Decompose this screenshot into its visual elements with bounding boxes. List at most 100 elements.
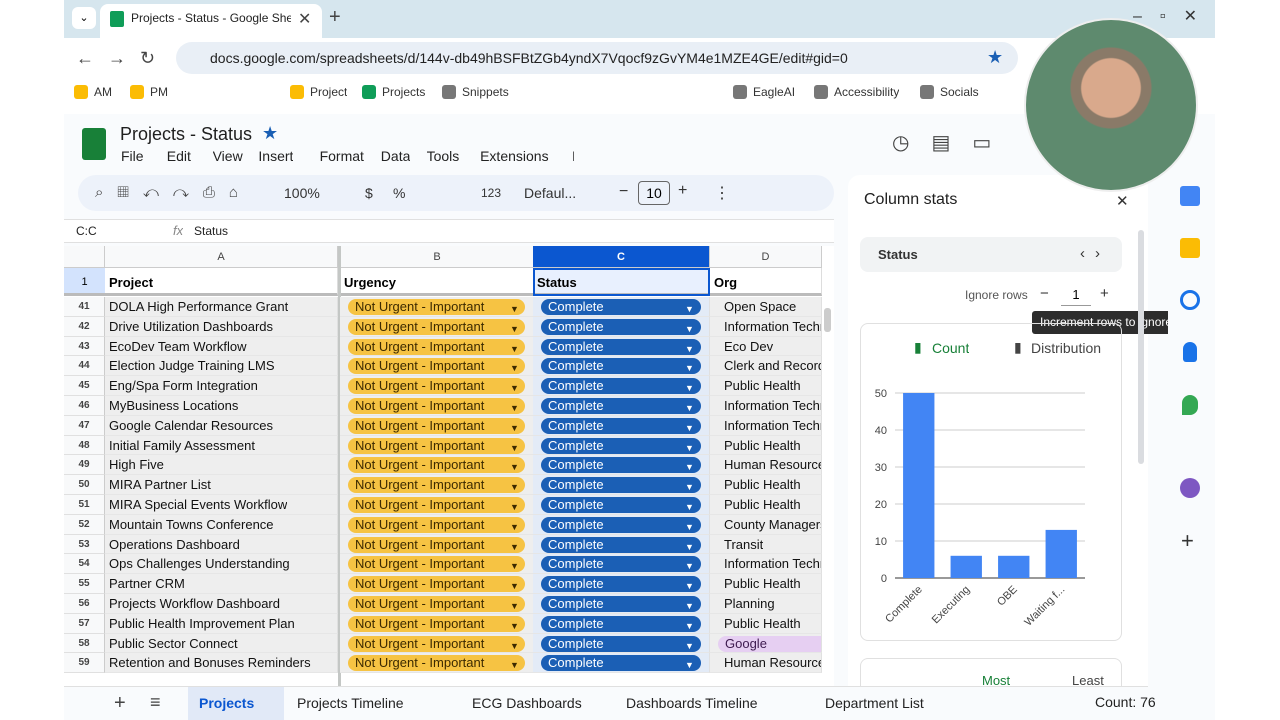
cell[interactable]: Not Urgent - Important ▼ [340,554,535,575]
sheet-tab[interactable]: Projects Timeline [297,695,404,711]
new-tab[interactable]: + [329,6,341,28]
ignore-rows-input[interactable]: 1 [1061,284,1091,306]
most-tab[interactable]: Most [982,673,1011,688]
cell[interactable]: Not Urgent - Important ▼ [340,653,535,674]
chip-dropdown[interactable]: ▼ [510,581,519,592]
chip-dropdown[interactable]: ▼ [510,462,519,473]
cell[interactable]: Not Urgent - Important ▼ [340,376,535,396]
all-sheets[interactable]: ≡ [150,692,161,712]
chip-dropdown[interactable]: ▼ [510,363,519,374]
cell[interactable]: Complete ▼ [533,613,710,634]
row-number[interactable]: 47 [64,415,105,436]
address-bar[interactable] [176,42,1018,74]
menu-item[interactable]: Format [319,148,364,164]
row-number[interactable]: 44 [64,356,105,377]
sheet-tab[interactable]: Dashboards Timeline [626,695,758,711]
chip-dropdown[interactable]: ▼ [510,601,519,611]
status-chip[interactable]: Complete [541,318,701,335]
cell[interactable]: Google Calendar Resources [105,415,338,436]
window-controls[interactable]: –▫✕ [1133,8,1215,25]
cell[interactable]: Not Urgent - Important ▼ [340,613,535,634]
increment[interactable]: + [1100,285,1109,302]
cell[interactable]: Complete ▼ [533,415,710,436]
status-chip[interactable]: Complete [541,655,701,672]
menu-item[interactable]: File [121,148,144,164]
cell[interactable]: Google [710,633,822,654]
urgency-chip[interactable]: Not Urgent - Important [348,655,525,672]
close-tab[interactable]: ✕ [298,11,312,28]
cell[interactable]: County Managers [710,514,822,535]
chip-dropdown[interactable]: ▼ [685,502,694,512]
toolbar-icons[interactable]: ⌕▦↶↷⎙⌂ [95,184,252,201]
chip-dropdown[interactable]: ▼ [685,482,694,493]
cell[interactable]: Not Urgent - Important ▼ [340,514,535,535]
urgency-chip[interactable]: Not Urgent - Important [348,338,525,355]
row-number[interactable]: 42 [64,316,105,337]
cell[interactable]: Not Urgent - Important ▼ [340,435,535,456]
status-chip[interactable]: Complete [541,457,701,474]
browser-tab[interactable] [100,4,322,38]
row-number[interactable]: 41 [64,297,105,317]
chip-dropdown[interactable]: ▼ [685,462,694,473]
urgency-chip[interactable]: Not Urgent - Important [348,318,525,335]
chip-dropdown[interactable]: ▼ [510,541,519,552]
cell[interactable]: Complete ▼ [533,534,710,555]
org-chip[interactable]: Google [718,635,821,652]
font-size[interactable]: 10 [638,181,670,205]
chip-dropdown[interactable]: ▼ [510,521,519,532]
cell[interactable]: Clerk and Record [710,356,822,377]
cell[interactable]: Human Resource [710,653,822,674]
cell[interactable]: Not Urgent - Important ▼ [340,316,535,337]
cell[interactable]: Complete ▼ [533,653,710,674]
count-tab[interactable]: Count [932,340,970,356]
cell[interactable]: Public Health [710,495,822,515]
cell[interactable]: Mountain Towns Conference [105,514,338,535]
increase-font[interactable]: + [678,182,688,199]
cell[interactable]: Complete ▼ [533,514,710,535]
urgency-chip[interactable]: Not Urgent - Important [348,576,525,593]
bookmark[interactable]: Socials [940,85,979,99]
row-number[interactable]: 55 [64,574,105,594]
column-header[interactable]: D [710,246,822,268]
status-chip[interactable]: Complete [541,615,701,632]
cell[interactable]: Public Health [710,574,822,594]
add-sheet[interactable]: + [114,692,126,714]
percent-format[interactable]: % [393,185,406,201]
bookmark-star[interactable]: ★ [987,47,1004,67]
header-cell[interactable]: Status [533,268,710,296]
cell[interactable]: Planning [710,594,822,614]
chip-dropdown[interactable]: ▼ [685,581,694,592]
header-cell[interactable]: Urgency [340,268,535,296]
chip-dropdown[interactable]: ▼ [510,422,519,433]
chip-dropdown[interactable]: ▼ [510,343,519,354]
formula-content[interactable]: Status [194,224,229,238]
cell[interactable]: Not Urgent - Important ▼ [340,534,535,555]
urgency-chip[interactable]: Not Urgent - Important [348,516,525,533]
chip-dropdown[interactable]: ▼ [510,561,519,572]
cell[interactable]: Complete ▼ [533,376,710,396]
cell[interactable]: Projects Workflow Dashboard [105,594,338,614]
bookmark[interactable]: PM [150,85,168,99]
cell[interactable]: Open Space [710,297,822,317]
menu-item[interactable]: Insert [258,148,294,164]
least-tab[interactable]: Least [1072,673,1104,688]
cell[interactable]: Complete ▼ [533,554,710,575]
status-chip[interactable]: Complete [541,576,701,593]
sheet-tab[interactable]: ECG Dashboards [472,695,582,711]
cell[interactable]: Public Health [710,475,822,495]
status-chip[interactable]: Complete [541,516,701,533]
row-number[interactable]: 43 [64,336,105,357]
row-number[interactable]: 54 [64,554,105,575]
urgency-chip[interactable]: Not Urgent - Important [348,417,525,434]
urgency-chip[interactable]: Not Urgent - Important [348,358,525,375]
cell[interactable]: Not Urgent - Important ▼ [340,574,535,594]
keep-app[interactable] [1180,238,1200,258]
cell[interactable]: Public Health [710,376,822,396]
chip-dropdown[interactable]: ▼ [685,561,694,572]
currency-format[interactable]: $ [365,185,373,201]
status-chip[interactable]: Complete [541,398,701,414]
chip-dropdown[interactable]: ▼ [510,620,519,631]
row-number[interactable]: 59 [64,653,105,674]
urgency-chip[interactable]: Not Urgent - Important [348,398,525,414]
status-chip[interactable]: Complete [541,556,701,573]
